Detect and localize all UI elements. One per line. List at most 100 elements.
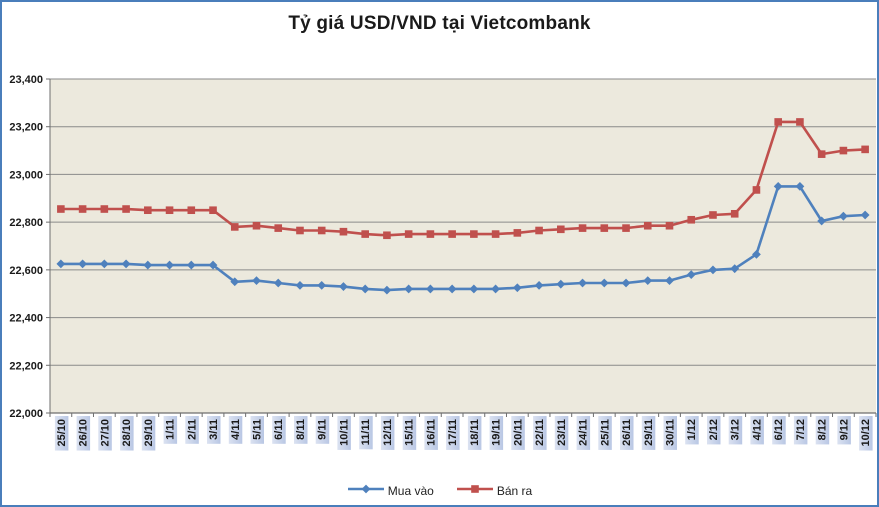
data-point-marker — [861, 145, 869, 154]
data-point-marker — [708, 265, 718, 275]
data-point-marker — [425, 284, 435, 294]
svg-text:3/11: 3/11 — [208, 419, 220, 440]
svg-text:26/10: 26/10 — [78, 419, 90, 447]
svg-text:10/12: 10/12 — [860, 419, 872, 447]
x-axis-label: 8/11 — [294, 416, 308, 444]
data-point-marker — [491, 284, 501, 294]
data-point-marker — [556, 279, 566, 289]
data-point-marker — [578, 224, 587, 232]
plot-area — [50, 79, 876, 413]
data-point-marker — [621, 278, 631, 288]
x-axis-label: 20/11 — [511, 416, 525, 450]
legend-marker-ban-ra-icon — [456, 483, 494, 498]
data-point-marker — [57, 205, 65, 213]
data-point-marker — [361, 230, 369, 238]
x-axis-label: 27/10 — [98, 416, 112, 451]
x-axis-label: 10/12 — [859, 416, 873, 451]
data-point-marker — [665, 276, 674, 285]
data-point-marker — [534, 280, 544, 290]
legend-marker-mua-vao-icon — [347, 483, 385, 498]
data-point-marker — [339, 227, 348, 236]
svg-text:9/11: 9/11 — [317, 419, 329, 440]
x-axis-label: 2/12 — [707, 416, 721, 445]
svg-text:6/12: 6/12 — [773, 419, 785, 440]
svg-text:29/10: 29/10 — [143, 419, 155, 447]
y-axis-label: 22,000 — [9, 408, 43, 420]
x-axis-label: 17/11 — [446, 416, 460, 450]
svg-text:29/11: 29/11 — [643, 419, 655, 446]
x-axis-label: 23/11 — [554, 416, 569, 450]
data-point-marker — [383, 231, 391, 240]
svg-text:4/12: 4/12 — [751, 419, 763, 440]
x-axis-label: 7/12 — [793, 416, 808, 445]
svg-text:9/12: 9/12 — [838, 419, 850, 440]
chart-legend: Mua vào Bán ra — [2, 483, 877, 498]
data-point-marker — [447, 284, 457, 294]
data-point-marker — [143, 260, 153, 270]
x-axis-label: 3/11 — [207, 416, 221, 444]
data-point-marker — [622, 224, 630, 232]
svg-text:8/12: 8/12 — [817, 419, 829, 440]
data-point-marker — [512, 283, 522, 293]
legend-item-ban-ra: Bán ra — [456, 483, 532, 498]
data-point-marker — [274, 224, 283, 232]
x-axis-label: 5/11 — [250, 416, 264, 444]
svg-text:26/11: 26/11 — [621, 419, 633, 446]
svg-text:23/11: 23/11 — [556, 419, 568, 446]
x-axis-label: 16/11 — [424, 416, 438, 450]
chart-title: Tỷ giá USD/VND tại Vietcombank — [288, 13, 591, 34]
svg-text:12/11: 12/11 — [382, 419, 394, 446]
data-point-marker — [535, 226, 543, 235]
x-axis-label: 26/11 — [620, 416, 634, 450]
svg-text:3/12: 3/12 — [730, 419, 742, 440]
svg-text:2/12: 2/12 — [708, 419, 720, 440]
x-axis-label: 3/12 — [728, 416, 743, 445]
data-point-marker — [730, 264, 740, 274]
data-point-marker — [382, 285, 392, 295]
data-point-marker — [817, 150, 826, 158]
data-point-marker — [186, 260, 196, 270]
x-axis-label: 11/11 — [359, 416, 373, 450]
x-axis-label: 28/10 — [120, 416, 134, 451]
data-point-marker — [339, 282, 348, 291]
data-point-marker — [796, 118, 804, 126]
data-point-marker — [470, 230, 478, 238]
data-point-marker — [404, 284, 414, 294]
data-point-marker — [273, 278, 283, 288]
svg-text:16/11: 16/11 — [425, 419, 437, 446]
svg-text:6/11: 6/11 — [273, 419, 285, 440]
data-point-marker — [121, 259, 131, 269]
x-axis-label: 2/11 — [185, 416, 199, 444]
x-axis-label: 10/11 — [337, 416, 351, 450]
x-axis-label: 30/11 — [663, 416, 677, 450]
svg-text:19/11: 19/11 — [491, 419, 503, 446]
x-axis-label: 22/11 — [533, 416, 547, 450]
x-axis-label: 29/11 — [641, 416, 656, 450]
y-axis-label: 22,200 — [9, 360, 43, 372]
svg-text:28/10: 28/10 — [121, 419, 133, 447]
data-point-marker — [838, 211, 848, 221]
svg-text:7/12: 7/12 — [795, 419, 807, 440]
x-axis-label: 24/11 — [576, 416, 591, 450]
svg-text:15/11: 15/11 — [404, 419, 416, 446]
svg-text:1/11: 1/11 — [165, 419, 177, 440]
data-point-marker — [774, 118, 782, 126]
data-point-marker — [773, 181, 783, 191]
data-point-marker — [230, 223, 239, 231]
x-axis-label: 9/12 — [837, 416, 851, 445]
data-point-marker — [317, 226, 326, 235]
data-point-marker — [643, 221, 652, 230]
data-point-marker — [230, 277, 240, 287]
svg-text:17/11: 17/11 — [447, 419, 459, 446]
data-point-marker — [600, 224, 609, 232]
x-axis-label: 4/11 — [228, 416, 243, 444]
x-axis-label: 9/11 — [315, 416, 330, 444]
data-point-marker — [165, 206, 174, 215]
x-axis-label: 12/11 — [380, 416, 395, 450]
data-point-marker — [208, 260, 218, 270]
svg-text:20/11: 20/11 — [512, 419, 524, 446]
data-point-marker — [469, 284, 479, 294]
y-axis-label: 22,600 — [9, 265, 43, 277]
data-point-marker — [209, 206, 217, 215]
